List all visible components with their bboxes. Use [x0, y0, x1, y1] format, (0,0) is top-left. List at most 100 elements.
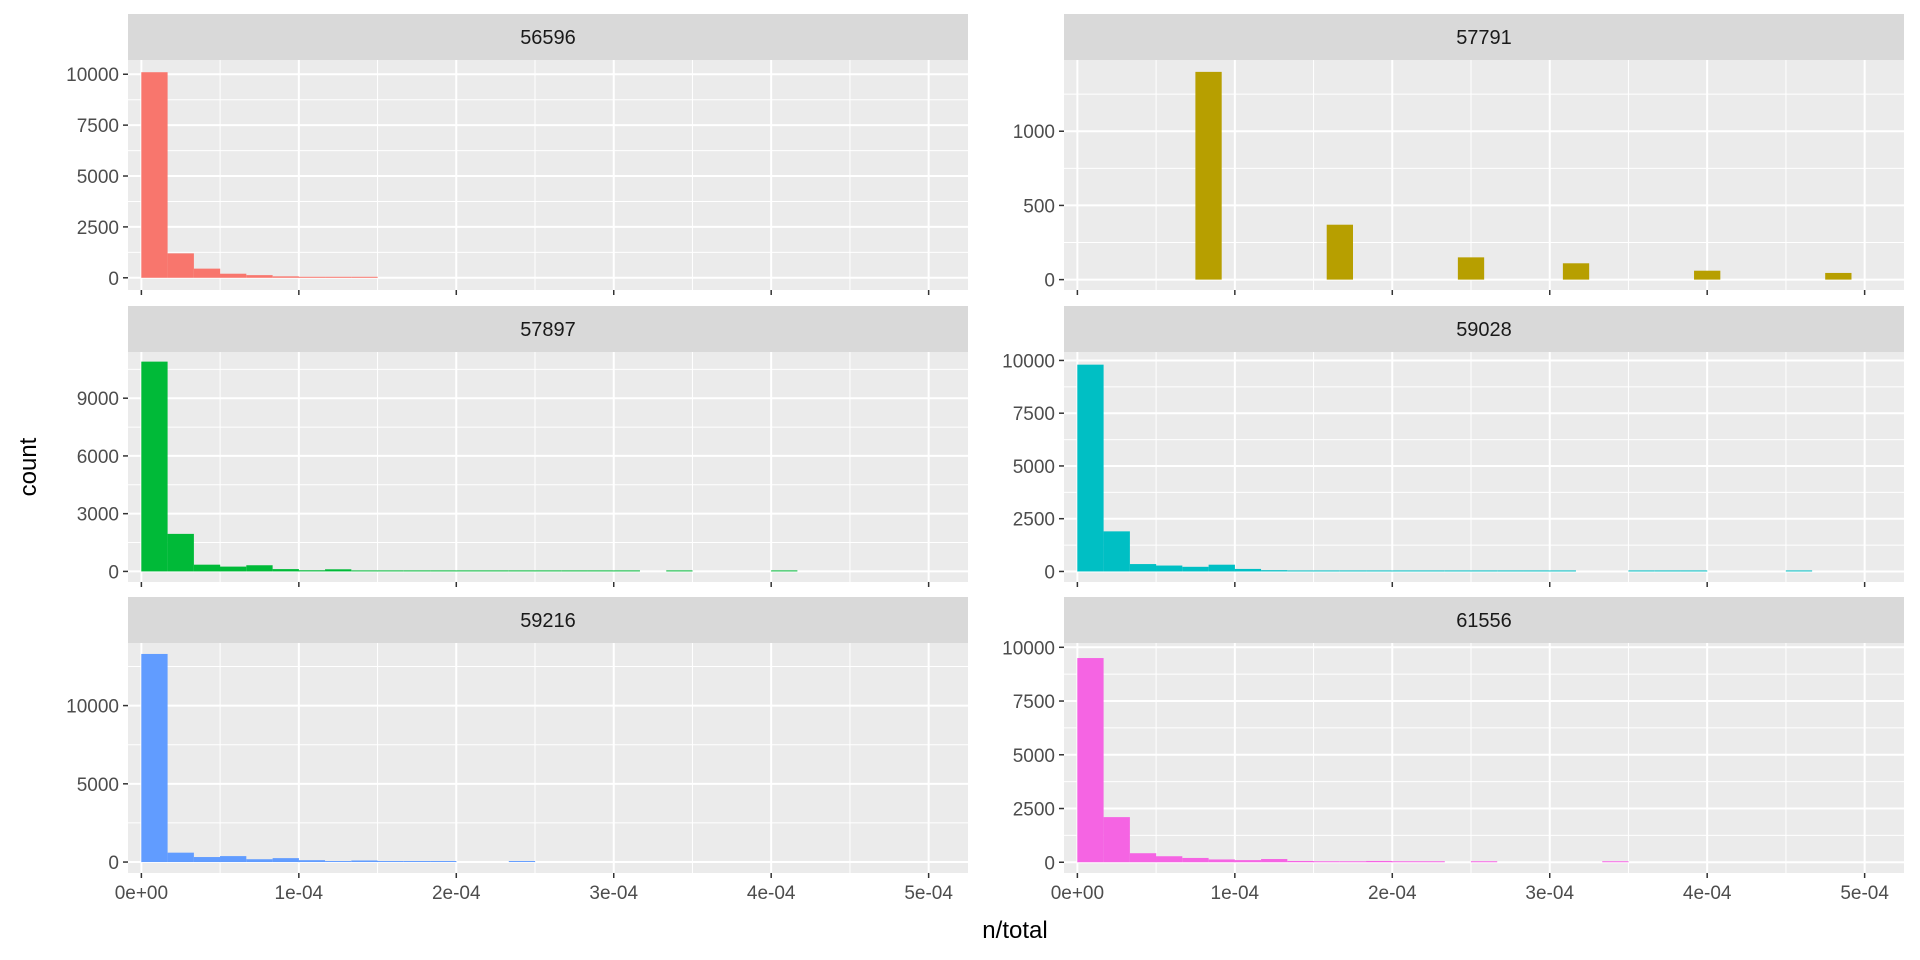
x-axis-title: n/total [982, 917, 1047, 944]
histogram-bar [1339, 861, 1367, 863]
histogram-bar [298, 570, 326, 572]
facet-strip-label: 57897 [520, 319, 576, 341]
histogram-bar [561, 570, 588, 572]
histogram-bar [430, 861, 457, 863]
histogram-bar [1287, 860, 1314, 863]
histogram-bar [272, 276, 299, 278]
histogram-bar [1444, 570, 1472, 572]
y-tick-label: 10000 [1002, 351, 1055, 372]
facet-strip-label: 56596 [520, 27, 576, 49]
x-tick-label: 3e-04 [1525, 883, 1574, 904]
histogram-bar [1785, 570, 1813, 572]
histogram-bar [534, 570, 562, 572]
facet-panel: 61556 0 2500 5000 7500 10000 0e+00 1e-04 2e-04 3e… [1002, 597, 1904, 904]
histogram-bar [1457, 257, 1485, 280]
histogram-bar [167, 253, 194, 278]
x-tick-label: 2e-04 [432, 883, 481, 904]
histogram-bar [325, 276, 352, 278]
histogram-bar [1077, 364, 1104, 572]
histogram-bar [272, 569, 299, 572]
histogram-bar [1234, 860, 1262, 863]
histogram-bar [246, 275, 273, 278]
histogram-bar [1523, 570, 1550, 572]
histogram-bar [325, 569, 352, 572]
facet-strip [128, 597, 968, 643]
x-tick-label: 1e-04 [1211, 883, 1260, 904]
y-tick-label: 2500 [1013, 510, 1055, 531]
histogram-bar [1549, 570, 1576, 572]
histogram-bar [1497, 570, 1524, 572]
histogram-bar [430, 570, 457, 572]
y-tick-label: 0 [108, 562, 119, 583]
histogram-bar [351, 276, 378, 278]
histogram-bar [482, 570, 509, 572]
histogram-bar [1208, 564, 1235, 572]
histogram-bar [1182, 566, 1209, 572]
histogram-bar [1326, 224, 1354, 280]
panel-background [1064, 643, 1904, 873]
histogram-bar [272, 858, 299, 863]
histogram-bar [771, 570, 798, 572]
y-tick-label: 5000 [77, 775, 119, 796]
x-tick-label: 0e+00 [115, 883, 168, 904]
histogram-bar [1366, 860, 1393, 863]
panel-background [128, 643, 968, 873]
y-tick-label: 5000 [1013, 746, 1055, 767]
y-tick-label: 5000 [77, 167, 119, 188]
histogram-bar [141, 361, 168, 572]
histogram-bar [1261, 859, 1288, 863]
histogram-bar [220, 273, 247, 278]
panel-background [128, 60, 968, 290]
x-tick-label: 4e-04 [747, 883, 796, 904]
x-tick-label: 2e-04 [1368, 883, 1417, 904]
y-tick-label: 0 [108, 853, 119, 874]
histogram-bar [1287, 570, 1314, 572]
facet-strip-label: 57791 [1456, 27, 1512, 49]
histogram-bar [1339, 570, 1367, 572]
histogram-bar [1156, 565, 1183, 572]
y-tick-label: 0 [1044, 562, 1055, 583]
facet-strip [128, 14, 968, 60]
facet-strip-label: 61556 [1456, 610, 1512, 632]
facet-strip [1064, 597, 1904, 643]
histogram-bar [1261, 570, 1288, 572]
histogram-bar [193, 857, 221, 863]
histogram-bar [1103, 531, 1130, 572]
histogram-bar [141, 72, 168, 278]
histogram-bar [167, 533, 194, 572]
histogram-bar [508, 861, 536, 863]
x-tick-label: 5e-04 [904, 883, 953, 904]
histogram-bar [220, 856, 247, 863]
histogram-bar [1182, 857, 1209, 863]
histogram-bar [613, 570, 640, 572]
y-tick-label: 7500 [1013, 692, 1055, 713]
histogram-bar [351, 570, 378, 572]
histogram-bar [1392, 570, 1419, 572]
histogram-bar [351, 860, 378, 863]
histogram-bar [1694, 270, 1721, 280]
histogram-bar [1129, 564, 1157, 572]
facet-panel: 57791 0 500 1000 [1013, 14, 1904, 295]
histogram-bar [193, 564, 221, 572]
y-tick-label: 3000 [77, 505, 119, 526]
histogram-bar [1313, 570, 1340, 572]
histogram-bar [1680, 570, 1708, 572]
histogram-bar [1077, 658, 1104, 863]
facet-panels: 56596 0 2500 5000 7500 10000 57791 0 500 1000 5789… [66, 14, 1904, 904]
histogram-bar [1366, 570, 1393, 572]
y-tick-label: 7500 [1013, 404, 1055, 425]
panel-background [128, 352, 968, 582]
y-tick-label: 7500 [77, 116, 119, 137]
histogram-bar [1602, 861, 1629, 863]
histogram-bar [1418, 861, 1445, 863]
x-tick-label: 5e-04 [1840, 883, 1889, 904]
y-tick-label: 6000 [77, 447, 119, 468]
histogram-bar [193, 268, 221, 278]
histogram-bar [325, 861, 352, 863]
y-tick-label: 0 [108, 269, 119, 290]
histogram-bar [377, 861, 404, 863]
y-tick-label: 5000 [1013, 457, 1055, 478]
histogram-bar [456, 570, 483, 572]
y-tick-label: 2500 [77, 218, 119, 239]
facet-panel: 59216 0 5000 10000 0e+00 1e-04 2e-04 3e-04 4e-04… [66, 597, 968, 904]
